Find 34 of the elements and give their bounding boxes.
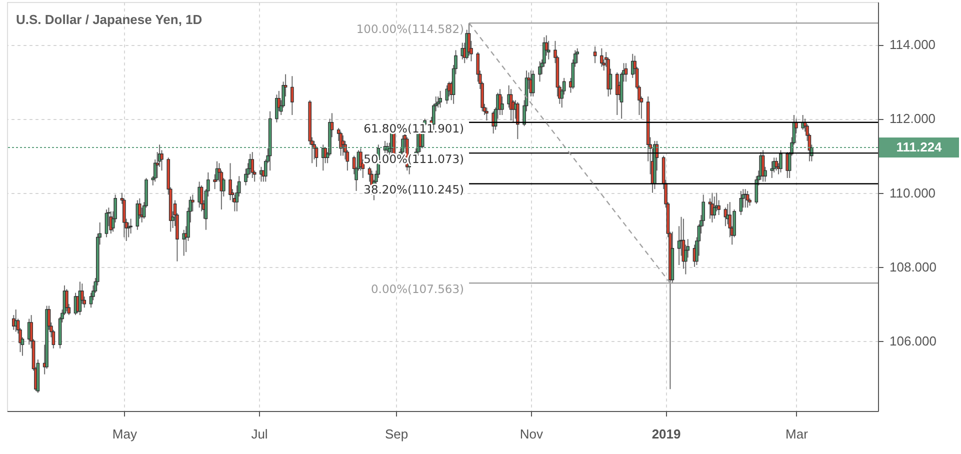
- candlestick: [770, 160, 774, 178]
- annotation: 100.00%(114.582): [356, 22, 464, 36]
- annotation: 0.00%(107.563): [370, 282, 464, 296]
- candlestick: [65, 288, 68, 312]
- candlestick: [531, 70, 535, 97]
- candlestick: [250, 152, 254, 178]
- x-tick-label: May: [112, 426, 138, 442]
- candlestick: [516, 102, 520, 140]
- candlestick: [182, 229, 186, 256]
- y-tick-label: 106.000: [890, 333, 936, 348]
- candlestick: [712, 196, 716, 220]
- x-tick-label: Jul: [251, 426, 268, 442]
- candlestick: [228, 162, 232, 201]
- x-tick-label: Mar: [786, 426, 809, 442]
- candlestick: [744, 188, 748, 208]
- candlestick: [126, 222, 130, 238]
- x-tick-label: Sep: [385, 426, 408, 442]
- candlestick: [739, 190, 743, 216]
- candlestick: [290, 76, 294, 116]
- ref-line-label: 111.224: [896, 139, 943, 154]
- y-tick-label: 108.000: [890, 259, 936, 274]
- y-tick-label: 110.000: [890, 185, 936, 200]
- text: U.S. Dollar / Japanese Yen, 1D: [16, 12, 202, 27]
- candlestick: [600, 48, 604, 68]
- y-tick-label: 112.000: [890, 111, 936, 126]
- candlestick: [538, 60, 542, 82]
- x-tick-label: 2019: [652, 426, 681, 442]
- candlestick: [593, 46, 597, 64]
- candlestick: [576, 48, 579, 64]
- candlestick: [485, 107, 488, 122]
- candlestick: [104, 208, 108, 238]
- y-tick-label: 114.000: [890, 37, 936, 52]
- candlestick: [341, 134, 345, 156]
- x-tick-label: Nov: [520, 426, 544, 442]
